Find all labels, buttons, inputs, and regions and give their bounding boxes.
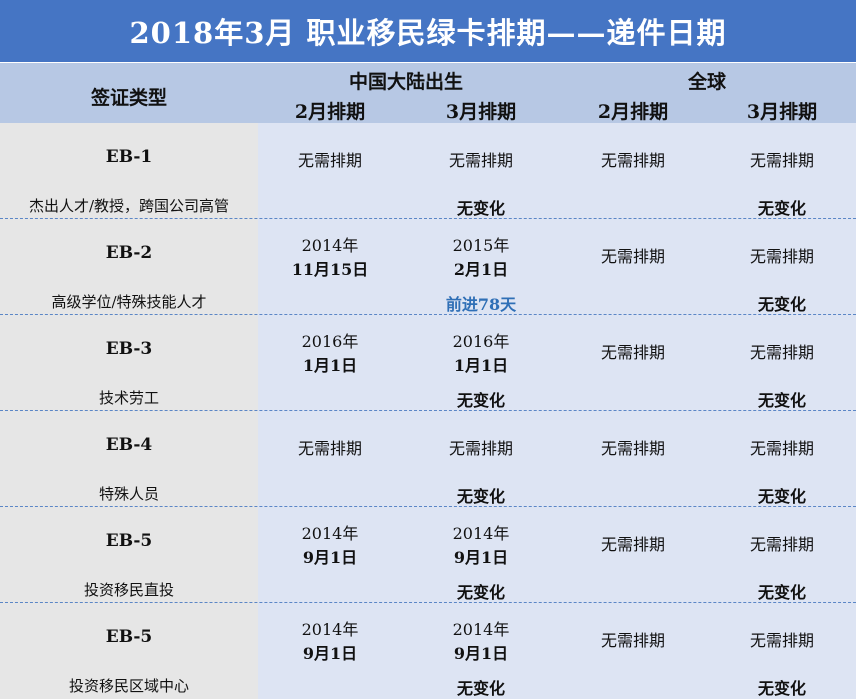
table-row: EB-5 投资移民直投 2014年 9月1日 2014年 9月1日 无需排期 无… <box>0 507 856 603</box>
visa-code: EB-2 <box>105 243 153 263</box>
china-mar-date: 9月1日 <box>453 548 509 567</box>
visa-description: 投资移民区域中心 <box>68 677 189 695</box>
china-change: 无变化 <box>456 583 505 602</box>
china-feb-date: 9月1日 <box>302 548 358 567</box>
china-mar-year: 2015年 <box>452 236 510 255</box>
china-feb-year: 2014年 <box>301 620 359 639</box>
visa-code: EB-4 <box>105 435 153 455</box>
global-change: 无变化 <box>757 679 806 698</box>
global-mar-value: 无需排期 <box>749 343 814 362</box>
china-mar-header: 3月排期 <box>445 101 517 123</box>
visa-description: 高级学位/特殊技能人才 <box>51 293 207 311</box>
global-header: 全球 <box>687 71 726 93</box>
global-mar-value: 无需排期 <box>749 247 814 266</box>
china-feb-year: 2016年 <box>301 332 359 351</box>
global-change: 无变化 <box>757 487 806 506</box>
table-row: EB-5 投资移民区域中心 2014年 9月1日 2014年 9月1日 无需排期… <box>0 603 856 699</box>
table-header: 签证类型 中国大陆出生 全球 2月排期 3月排期 2月排期 3月排期 <box>0 62 856 123</box>
global-feb-value: 无需排期 <box>600 631 665 650</box>
visa-code: EB-3 <box>105 339 153 359</box>
visa-description: 杰出人才/教授，跨国公司高管 <box>28 197 230 215</box>
visa-description: 投资移民直投 <box>83 581 174 599</box>
china-mar-year: 2016年 <box>452 332 510 351</box>
global-mar-value: 无需排期 <box>749 535 814 554</box>
table-row: EB-1 杰出人才/教授，跨国公司高管 无需排期 无需排期 无需排期 无需排期 … <box>0 123 856 219</box>
global-feb-value: 无需排期 <box>600 247 665 266</box>
global-feb-value: 无需排期 <box>600 151 665 170</box>
china-born-header: 中国大陆出生 <box>348 71 463 93</box>
china-change: 无变化 <box>456 391 505 410</box>
china-feb-year: 2014年 <box>301 524 359 543</box>
table-body: EB-1 杰出人才/教授，跨国公司高管 无需排期 无需排期 无需排期 无需排期 … <box>0 123 856 699</box>
global-mar-value: 无需排期 <box>749 439 814 458</box>
visa-type-header: 签证类型 <box>90 87 167 109</box>
china-mar-date: 2月1日 <box>453 260 509 279</box>
global-mar-value: 无需排期 <box>749 151 814 170</box>
china-mar-year: 2014年 <box>452 620 510 639</box>
china-mar-date: 9月1日 <box>453 644 509 663</box>
global-mar-header: 3月排期 <box>746 101 818 123</box>
china-feb-date: 9月1日 <box>302 644 358 663</box>
global-mar-value: 无需排期 <box>749 631 814 650</box>
china-mar-year: 2014年 <box>452 524 510 543</box>
china-feb-value: 无需排期 <box>297 439 362 458</box>
china-change: 无变化 <box>456 679 505 698</box>
china-mar-date: 1月1日 <box>453 356 509 375</box>
global-feb-header: 2月排期 <box>597 101 669 123</box>
visa-code: EB-5 <box>105 627 153 647</box>
global-change: 无变化 <box>757 295 806 314</box>
china-change: 无变化 <box>456 199 505 218</box>
table-row: EB-4 特殊人员 无需排期 无需排期 无需排期 无需排期 无变化 无变化 <box>0 411 856 507</box>
global-feb-value: 无需排期 <box>600 439 665 458</box>
global-change: 无变化 <box>757 583 806 602</box>
china-change: 前进78天 <box>445 295 517 314</box>
global-feb-value: 无需排期 <box>600 343 665 362</box>
global-change: 无变化 <box>757 199 806 218</box>
china-mar-value: 无需排期 <box>448 151 513 170</box>
page-title: 2018年3月 职业移民绿卡排期——递件日期 <box>0 0 856 62</box>
china-feb-date: 1月1日 <box>302 356 358 375</box>
global-change: 无变化 <box>757 391 806 410</box>
visa-description: 特殊人员 <box>98 485 159 503</box>
china-feb-value: 无需排期 <box>297 151 362 170</box>
visa-description: 技术劳工 <box>98 389 159 407</box>
table-row: EB-2 高级学位/特殊技能人才 2014年 11月15日 2015年 2月1日… <box>0 219 856 315</box>
visa-code: EB-5 <box>105 531 153 551</box>
china-mar-value: 无需排期 <box>448 439 513 458</box>
china-feb-date: 11月15日 <box>291 260 369 279</box>
table-row: EB-3 技术劳工 2016年 1月1日 2016年 1月1日 无需排期 无需排… <box>0 315 856 411</box>
china-feb-year: 2014年 <box>301 236 359 255</box>
visa-code: EB-1 <box>105 147 153 167</box>
china-feb-header: 2月排期 <box>294 101 366 123</box>
china-change: 无变化 <box>456 487 505 506</box>
global-feb-value: 无需排期 <box>600 535 665 554</box>
